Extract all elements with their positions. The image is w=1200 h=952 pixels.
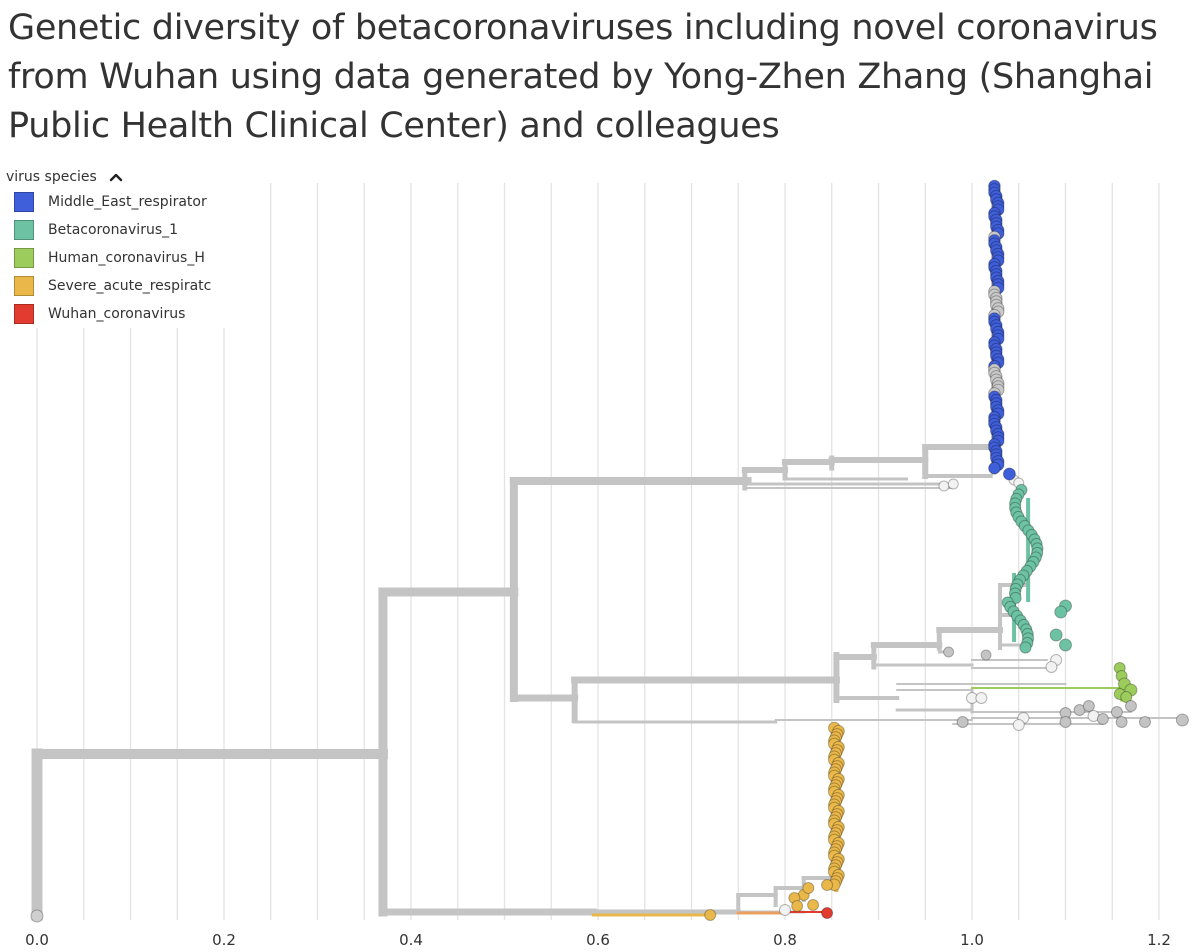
tree-tip	[821, 907, 834, 919]
tree-tip	[1049, 628, 1063, 642]
legend-item-label: Human_coronavirus_H	[48, 250, 205, 266]
legend-item-label: Betacoronavirus_1	[48, 222, 179, 238]
legend-item-middle-east[interactable]: Middle_East_respirator	[6, 188, 236, 216]
tree-tip	[1019, 641, 1032, 654]
x-tick-label: 1.0	[960, 931, 984, 949]
legend-swatch	[14, 248, 34, 268]
tree-tip	[1120, 691, 1133, 703]
tree-tip	[956, 716, 969, 728]
legend-header[interactable]: virus species	[6, 166, 236, 188]
tree-tip	[1082, 700, 1095, 712]
legend: virus species Middle_East_respirator Bet…	[6, 166, 236, 328]
x-tick-label: 1.2	[1147, 931, 1171, 949]
tree-tip	[938, 480, 950, 492]
x-axis: 0.0 0.2 0.4 0.6 0.8 1.0 1.2	[25, 931, 1171, 949]
x-tick-label: 0.8	[773, 931, 797, 949]
legend-swatch	[14, 220, 34, 240]
x-tick-label: 0.2	[212, 931, 236, 949]
chart-title: Genetic diversity of betacoronaviruses i…	[8, 8, 1158, 146]
legend-swatch	[14, 192, 34, 212]
tree-tip	[1045, 661, 1058, 673]
x-tick-label: 0.0	[25, 931, 49, 949]
tree-tip	[1002, 467, 1016, 481]
legend-item-wuhan[interactable]: Wuhan_coronavirus	[6, 300, 236, 328]
tree-tip	[1115, 716, 1128, 728]
tree-tip	[807, 899, 820, 911]
tree-tip	[1059, 716, 1072, 728]
x-tick-label: 0.4	[399, 931, 423, 949]
tree-tip	[821, 879, 834, 891]
tree-tip	[988, 461, 1001, 475]
legend-title: virus species	[6, 169, 97, 185]
legend-swatch	[14, 276, 34, 296]
legend-item-betacoronavirus[interactable]: Betacoronavirus_1	[6, 216, 236, 244]
chevron-up-icon[interactable]	[109, 172, 123, 182]
tree-tips	[30, 179, 1189, 923]
legend-swatch	[14, 304, 34, 324]
tree-tip	[1059, 638, 1072, 652]
tree-tip	[1096, 713, 1109, 725]
x-tick-label: 0.6	[586, 931, 610, 949]
tree-tip	[791, 900, 804, 912]
tree-tip	[943, 646, 955, 658]
tree-tip	[1175, 713, 1189, 727]
tree-tip	[1012, 719, 1025, 731]
tree-tip	[980, 649, 992, 661]
tree-tip	[1110, 706, 1123, 718]
tree-tip	[30, 909, 44, 923]
legend-item-label: Middle_East_respirator	[48, 194, 207, 210]
legend-item-severe-acute[interactable]: Severe_acute_respiratc	[6, 272, 236, 300]
tree-tip	[975, 692, 988, 704]
legend-item-label: Wuhan_coronavirus	[48, 306, 186, 322]
legend-item-human-coronavirus[interactable]: Human_coronavirus_H	[6, 244, 236, 272]
tree-tip	[704, 909, 717, 921]
tree-tip	[947, 478, 959, 490]
tree-tip	[1073, 704, 1086, 716]
tree-tip	[802, 882, 815, 894]
tree-tip	[1138, 716, 1151, 728]
tree-tip	[779, 904, 791, 916]
tree-tip	[1054, 605, 1068, 619]
tree-tip	[1124, 700, 1137, 712]
legend-item-label: Severe_acute_respiratc	[48, 278, 212, 294]
